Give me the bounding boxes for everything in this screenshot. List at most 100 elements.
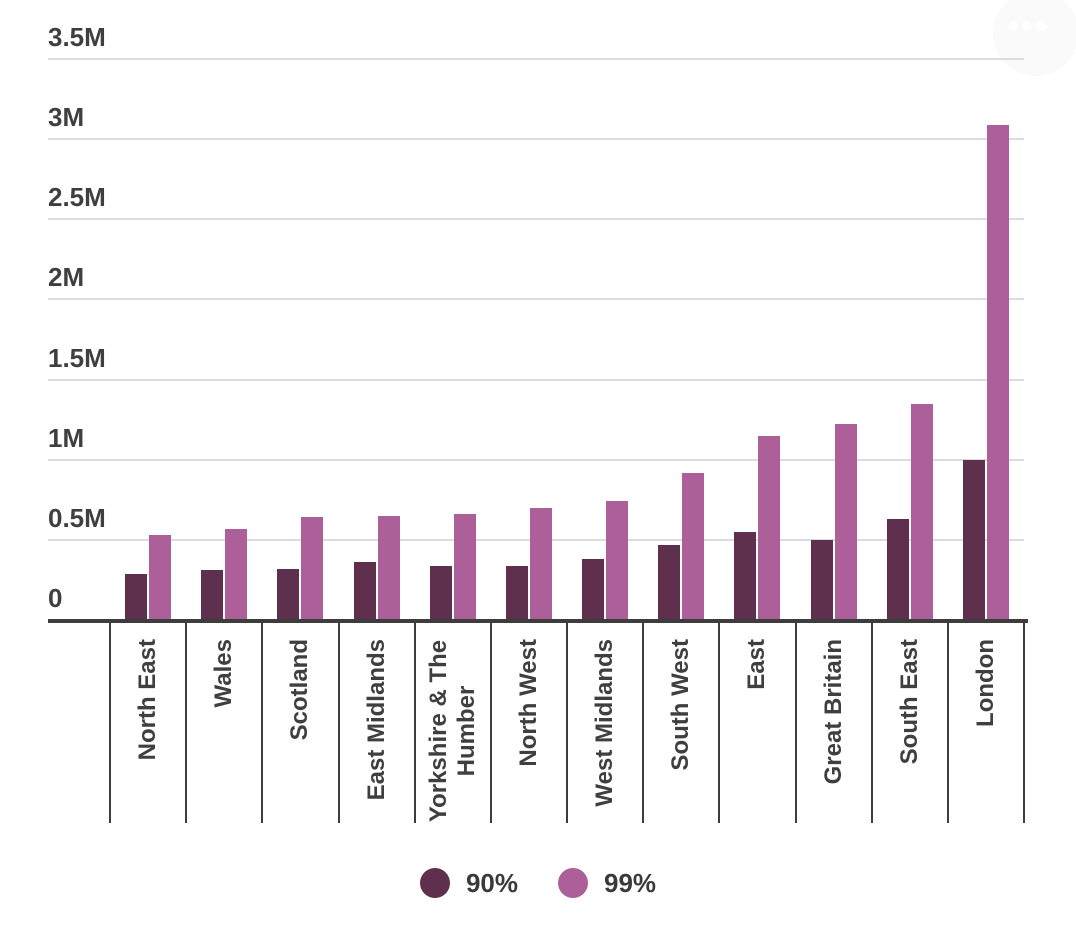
category-separator: [261, 623, 264, 823]
y-tick-label: 2.5M: [48, 182, 106, 213]
bar-90pct[interactable]: [505, 565, 528, 620]
bar-90pct[interactable]: [353, 562, 376, 620]
category-separator: [489, 623, 492, 823]
x-axis-line: [48, 619, 1028, 623]
x-tick-label: North East: [110, 629, 186, 823]
bar-group-north-east: [110, 59, 186, 620]
bar-99pct[interactable]: [529, 507, 552, 620]
y-tick-label: 3.5M: [48, 22, 106, 52]
x-tick-label: Yorkshire & The Humber: [415, 629, 491, 823]
bar-90pct[interactable]: [658, 544, 681, 620]
y-tick-label: 2M: [48, 262, 85, 293]
bar-90pct[interactable]: [125, 573, 148, 620]
category-separator: [337, 623, 340, 823]
category-separator: [946, 623, 949, 823]
bar-99pct[interactable]: [986, 124, 1009, 620]
x-tick-label-text: West Midlands: [591, 639, 619, 807]
legend-label: 90%: [465, 868, 518, 898]
x-tick-label: East: [719, 629, 795, 823]
x-tick-label: Great Britain: [796, 629, 872, 823]
x-tick-label: North West: [491, 629, 567, 823]
bar-99pct[interactable]: [453, 514, 476, 620]
bar-group-east: [719, 59, 795, 620]
legend: 90% 99%: [0, 868, 1076, 898]
x-tick-label: East Midlands: [339, 629, 415, 823]
x-tick-label: South West: [643, 629, 719, 823]
bar-90pct[interactable]: [734, 531, 757, 620]
legend-swatch: [419, 868, 450, 898]
category-separator: [185, 623, 188, 823]
x-tick-label-text: North West: [514, 639, 542, 767]
y-tick-label: 1M: [48, 422, 85, 453]
bar-90pct[interactable]: [582, 559, 605, 620]
category-separator: [870, 623, 873, 823]
x-tick-label: West Midlands: [567, 629, 643, 823]
bar-99pct[interactable]: [149, 535, 172, 620]
category-separator: [718, 623, 721, 823]
gridline: [48, 298, 1024, 301]
x-tick-label: South East: [872, 629, 948, 823]
gridline: [48, 458, 1024, 461]
ellipsis-icon: [1008, 21, 1046, 31]
y-tick-label: 1.5M: [48, 342, 106, 373]
bar-99pct[interactable]: [301, 517, 324, 620]
category-separator: [413, 623, 416, 823]
category-separator: [642, 623, 645, 823]
bar-group-scotland: [262, 59, 338, 620]
y-tick-label: 3M: [48, 102, 85, 133]
legend-item-99pct[interactable]: 99%: [558, 868, 656, 898]
bar-90pct[interactable]: [810, 539, 833, 620]
bar-group-south-west: [643, 59, 719, 620]
bar-99pct[interactable]: [834, 424, 857, 620]
y-tick-label: 0: [48, 583, 63, 613]
bar-99pct[interactable]: [682, 472, 705, 620]
x-tick-label-text: North East: [134, 639, 162, 761]
bar-99pct[interactable]: [606, 501, 629, 620]
x-tick-label-text: Yorkshire & The Humber: [424, 639, 480, 823]
x-tick-label: Wales: [186, 629, 262, 823]
y-tick-label: 0.5M: [48, 502, 106, 533]
bar-group-yorkshire-the-humber: [415, 59, 491, 620]
x-tick-label-text: London: [971, 639, 999, 727]
category-separator: [794, 623, 797, 823]
bar-90pct[interactable]: [201, 570, 224, 620]
bar-90pct[interactable]: [962, 459, 985, 620]
x-tick-label-text: East Midlands: [362, 639, 390, 801]
x-tick-label-text: Great Britain: [819, 639, 847, 785]
bar-90pct[interactable]: [886, 519, 909, 620]
gridline: [48, 138, 1024, 141]
legend-item-90pct[interactable]: 90%: [419, 868, 518, 898]
bar-90pct[interactable]: [277, 568, 300, 620]
bar-group-wales: [186, 59, 262, 620]
bar-90pct[interactable]: [429, 565, 452, 620]
plot-area: [110, 59, 1024, 620]
bar-group-london: [948, 59, 1024, 620]
legend-swatch: [558, 868, 588, 898]
category-separator: [1023, 623, 1025, 823]
legend-label: 99%: [604, 868, 657, 898]
bar-99pct[interactable]: [225, 528, 248, 620]
x-tick-label-text: Scotland: [286, 639, 314, 741]
x-tick-label-text: South West: [667, 639, 695, 771]
x-tick-label-text: South East: [895, 639, 923, 765]
x-axis-labels: North East Wales Scotland East Midlands York…: [109, 623, 1025, 823]
bar-99pct[interactable]: [910, 403, 933, 620]
bar-99pct[interactable]: [377, 515, 400, 620]
bar-99pct[interactable]: [758, 435, 781, 620]
more-options-button[interactable]: [993, 0, 1076, 76]
x-tick-label-text: Wales: [210, 639, 238, 708]
bar-group-east-midlands: [339, 59, 415, 620]
gridline: [48, 378, 1024, 381]
bar-group-north-west: [491, 59, 567, 620]
gridline: [48, 218, 1024, 221]
bar-group-west-midlands: [567, 59, 643, 620]
bar-group-south-east: [872, 59, 948, 620]
x-tick-label-text: East: [743, 639, 771, 690]
category-separator: [566, 623, 568, 823]
x-tick-label: London: [948, 629, 1024, 823]
gridline: [48, 58, 1024, 60]
category-separator: [109, 623, 111, 823]
bar-group-great-britain: [796, 59, 872, 620]
x-tick-label: Scotland: [262, 629, 338, 823]
